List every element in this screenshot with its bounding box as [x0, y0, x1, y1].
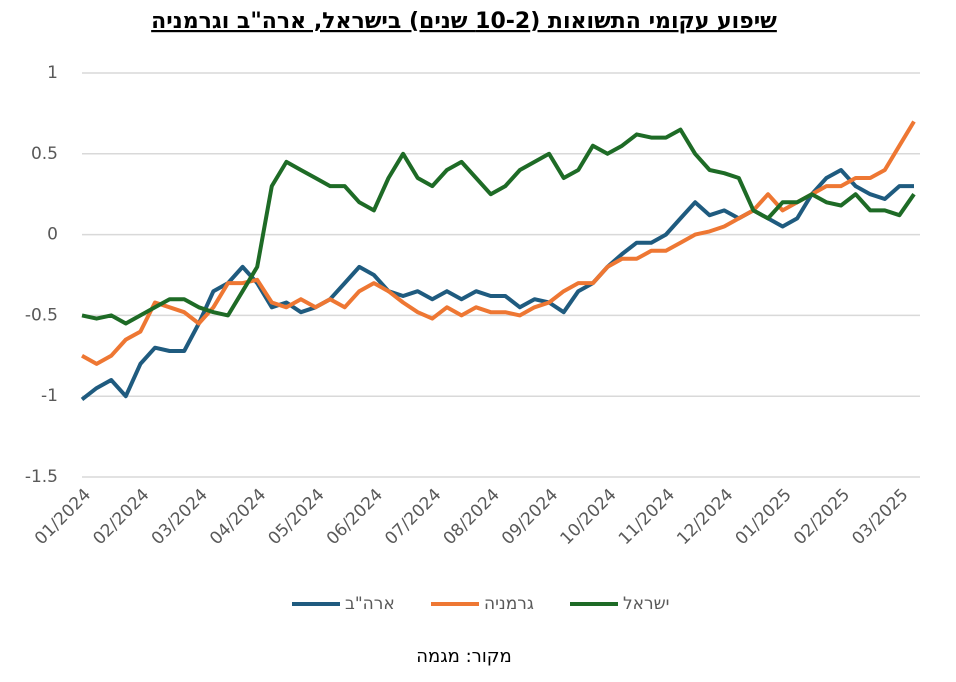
x-tick-label: 03/2024	[148, 485, 212, 549]
x-tick-label: 03/2025	[848, 485, 912, 549]
series-line	[81, 120, 916, 366]
legend-label: ישראל	[623, 594, 669, 614]
y-tick-label: -1.5	[25, 467, 58, 487]
source: מקור: מגמה	[416, 646, 511, 667]
x-tick-label: 09/2024	[498, 485, 562, 549]
x-tick-label: 04/2024	[206, 485, 270, 549]
x-tick-label: 01/2025	[732, 485, 796, 549]
legend-label: ארה"ב	[345, 594, 395, 614]
x-tick-label: 01/2024	[31, 485, 95, 549]
x-tick-label: 11/2024	[615, 485, 679, 549]
y-tick-label: 0.5	[31, 144, 58, 164]
chart-title: שיפוע עקומי התשואות (10-2 שנים) בישראל, …	[151, 9, 777, 34]
series-line	[81, 127, 916, 326]
y-tick-label: -1	[41, 386, 58, 406]
x-tick-label: 05/2024	[265, 485, 329, 549]
x-tick-label: 07/2024	[381, 485, 445, 549]
x-tick-label: 06/2024	[323, 485, 387, 549]
x-tick-label: 12/2024	[673, 485, 737, 549]
x-tick-label: 02/2024	[89, 485, 153, 549]
y-tick-label: 0	[47, 225, 58, 245]
x-tick-label: 10/2024	[556, 485, 620, 549]
legend-label: גרמניה	[484, 594, 534, 614]
y-tick-label: 1	[47, 63, 58, 83]
y-tick-label: -0.5	[25, 305, 58, 325]
x-tick-label: 02/2025	[790, 485, 854, 549]
series-line	[80, 168, 914, 401]
x-tick-label: 08/2024	[440, 485, 504, 549]
